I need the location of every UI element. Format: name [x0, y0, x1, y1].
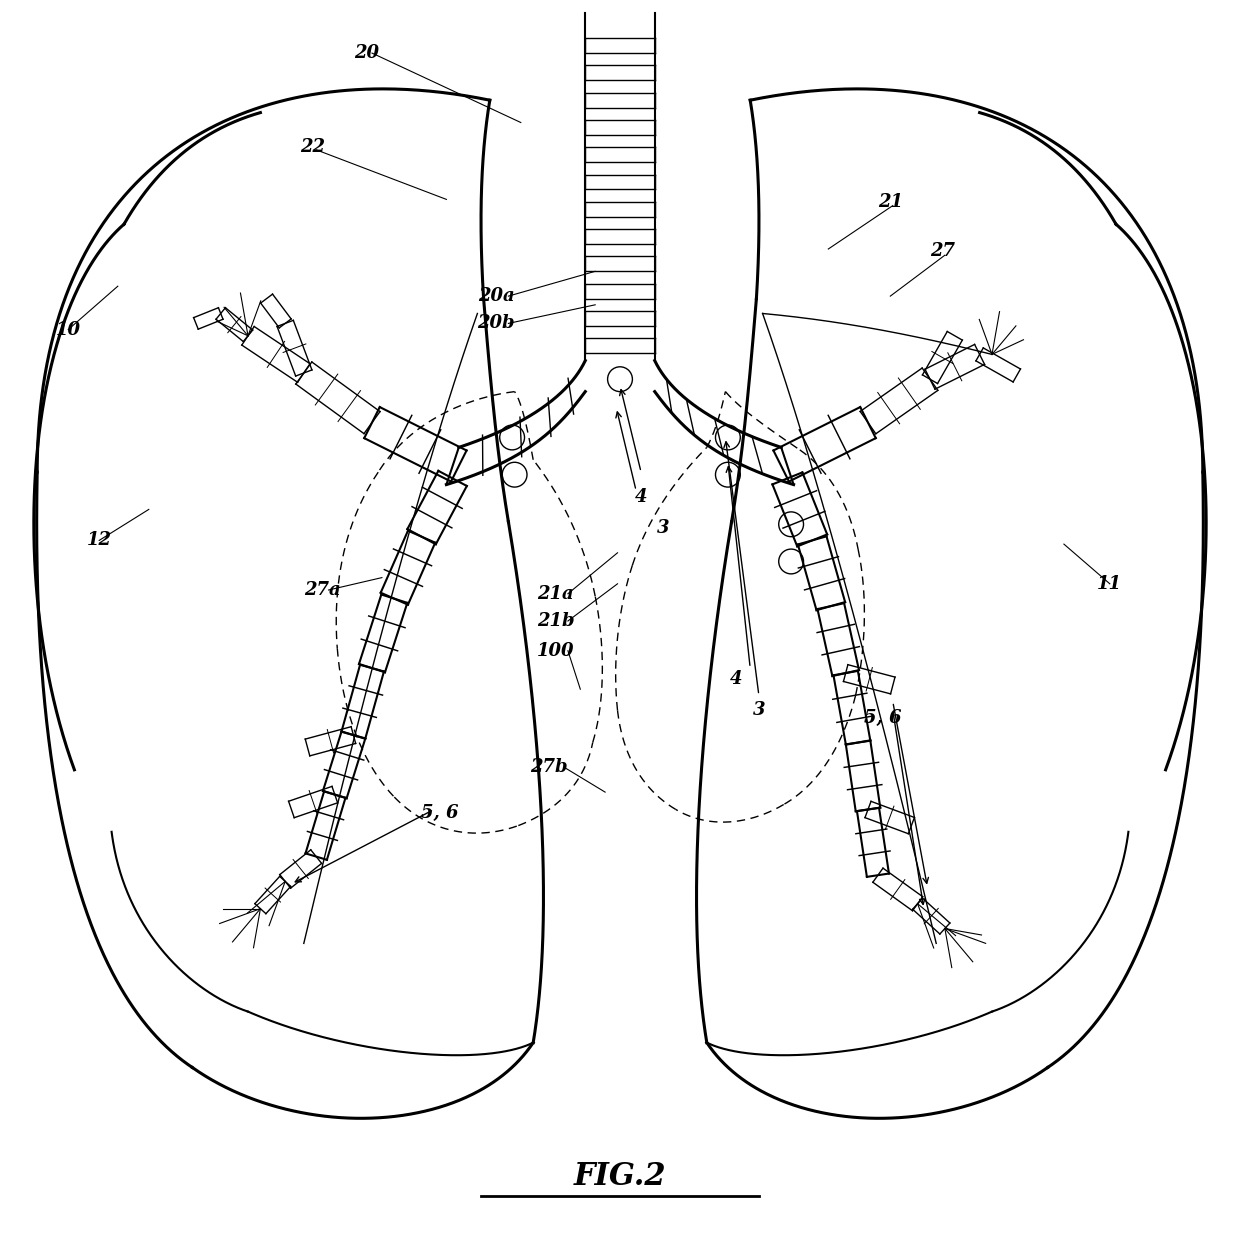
- Text: 21b: 21b: [537, 612, 574, 630]
- Text: 20b: 20b: [477, 314, 515, 333]
- Text: 20a: 20a: [477, 287, 515, 306]
- Text: 4: 4: [730, 671, 743, 688]
- Text: 3: 3: [657, 519, 670, 537]
- Text: 5, 6: 5, 6: [864, 709, 901, 727]
- Text: 3: 3: [753, 702, 765, 719]
- Text: 11: 11: [1097, 575, 1122, 592]
- Text: 12: 12: [87, 532, 112, 549]
- Text: FIG.2: FIG.2: [574, 1161, 666, 1192]
- Text: 4: 4: [635, 488, 647, 505]
- Text: 20: 20: [355, 43, 379, 62]
- Text: 22: 22: [300, 138, 325, 156]
- Text: 100: 100: [537, 642, 574, 660]
- Text: 27a: 27a: [304, 581, 341, 599]
- Text: 21: 21: [878, 193, 903, 211]
- Text: 10: 10: [56, 320, 81, 339]
- Text: 5, 6: 5, 6: [422, 805, 459, 822]
- Text: 21a: 21a: [537, 585, 574, 602]
- Text: 27: 27: [930, 242, 955, 261]
- Text: 27b: 27b: [531, 759, 568, 776]
